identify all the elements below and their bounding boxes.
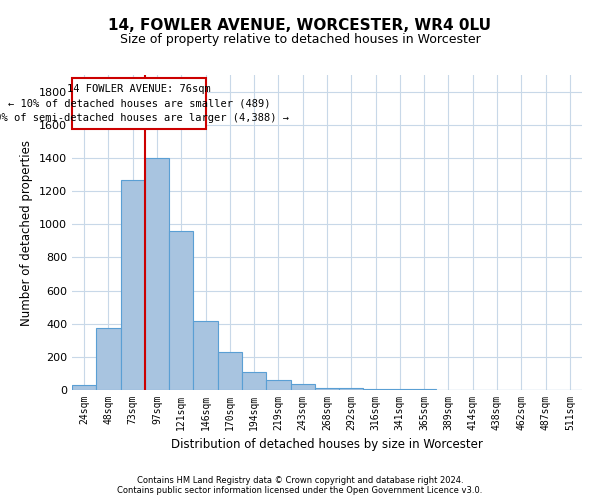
Text: 14 FOWLER AVENUE: 76sqm: 14 FOWLER AVENUE: 76sqm xyxy=(67,84,211,94)
Text: ← 10% of detached houses are smaller (489): ← 10% of detached houses are smaller (48… xyxy=(8,98,270,108)
Text: Size of property relative to detached houses in Worcester: Size of property relative to detached ho… xyxy=(119,32,481,46)
Bar xyxy=(96,328,121,390)
Text: 89% of semi-detached houses are larger (4,388) →: 89% of semi-detached houses are larger (… xyxy=(0,113,289,123)
Text: Contains HM Land Registry data © Crown copyright and database right 2024.: Contains HM Land Registry data © Crown c… xyxy=(137,476,463,485)
FancyBboxPatch shape xyxy=(72,78,206,129)
Text: Contains public sector information licensed under the Open Government Licence v3: Contains public sector information licen… xyxy=(118,486,482,495)
Bar xyxy=(364,389,388,390)
X-axis label: Distribution of detached houses by size in Worcester: Distribution of detached houses by size … xyxy=(171,438,483,452)
Bar xyxy=(315,388,339,390)
Bar xyxy=(388,389,412,390)
Bar xyxy=(193,321,218,390)
Bar xyxy=(72,385,96,390)
Bar xyxy=(242,372,266,390)
Bar xyxy=(121,180,145,390)
Bar xyxy=(218,352,242,390)
Y-axis label: Number of detached properties: Number of detached properties xyxy=(20,140,34,326)
Bar xyxy=(339,388,364,390)
Bar xyxy=(145,158,169,390)
Bar xyxy=(266,380,290,390)
Bar xyxy=(290,384,315,390)
Bar xyxy=(412,389,436,390)
Text: 14, FOWLER AVENUE, WORCESTER, WR4 0LU: 14, FOWLER AVENUE, WORCESTER, WR4 0LU xyxy=(109,18,491,32)
Bar xyxy=(169,231,193,390)
